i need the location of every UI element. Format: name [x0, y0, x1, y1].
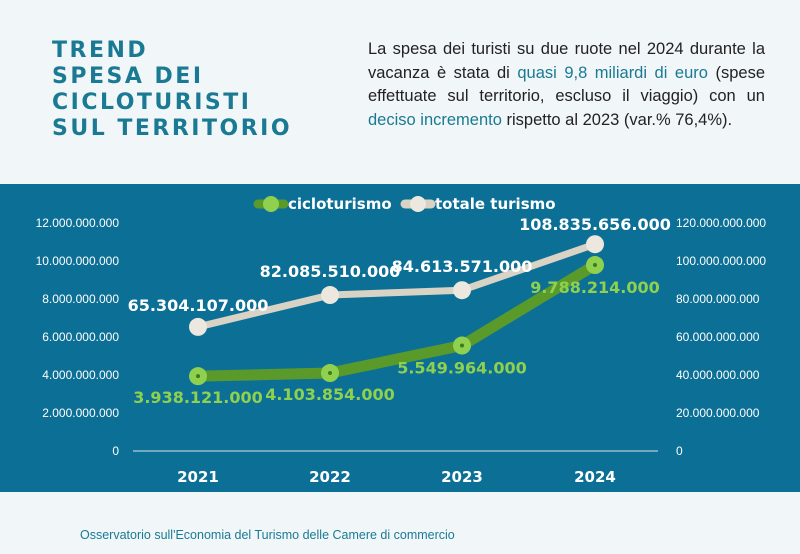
description-highlight-2: deciso incremento [368, 110, 502, 129]
description-highlight-1: quasi 9,8 miliardi di euro [517, 63, 708, 82]
y-left-tick-label: 2.000.000.000 [42, 406, 119, 420]
x-tick-label: 2022 [309, 468, 351, 486]
y-left-tick-label: 6.000.000.000 [42, 330, 119, 344]
data-label-cicloturismo: 3.938.121.000 [133, 388, 263, 407]
legend-totale-label: totale turismo [435, 195, 556, 213]
x-tick-label: 2021 [177, 468, 219, 486]
series-cicloturismo-line [197, 260, 598, 382]
y-left-tick-label: 0 [112, 444, 119, 458]
legend-cicloturismo-label: cicloturismo [288, 195, 392, 213]
series-totale-point [453, 281, 471, 300]
series-cicloturismo-point-center [196, 374, 200, 379]
description-part-3: rispetto al 2023 (var.% 76,4%). [501, 110, 733, 129]
description-part-1: La spesa dei turisti su due ruote nel 20… [368, 40, 765, 82]
title-line-4: SUL TERRITORIO [52, 116, 293, 141]
series-totale-point [189, 317, 207, 336]
y-left-tick-label: 4.000.000.000 [42, 368, 119, 382]
series-cicloturismo-point-center [460, 343, 464, 348]
x-tick-label: 2023 [441, 468, 483, 486]
y-right-tick-label: 0 [676, 444, 683, 458]
data-label-totale: 108.835.656.000 [519, 215, 671, 234]
legend-totale-marker [410, 196, 426, 212]
data-label-totale: 82.085.510.000 [260, 262, 401, 281]
y-right-tick-label: 100.000.000.000 [676, 254, 766, 268]
data-label-cicloturismo: 4.103.854.000 [265, 385, 395, 404]
legend-cicloturismo-marker [263, 196, 279, 212]
y-right-tick-label: 60.000.000.000 [676, 330, 760, 344]
y-right-tick-label: 20.000.000.000 [676, 406, 760, 420]
data-label-cicloturismo: 5.549.964.000 [397, 359, 527, 378]
x-tick-label: 2024 [574, 468, 616, 486]
data-label-cicloturismo: 9.788.214.000 [530, 278, 660, 297]
title-line-3: CICLOTURISTI [52, 90, 252, 115]
description-part-2: (spese effettuate sul territorio, esclus… [368, 63, 766, 106]
series-totale-point [321, 286, 339, 305]
title-line-1: TREND [52, 38, 149, 63]
y-right-tick-label: 120.000.000.000 [676, 216, 766, 230]
y-left-tick-label: 12.000.000.000 [36, 216, 120, 230]
series-totale-line [197, 240, 597, 331]
title-line-2: SPESA DEI [52, 64, 204, 89]
footer-source: Osservatorio sull'Economia del Turismo d… [80, 528, 455, 542]
y-left-tick-label: 8.000.000.000 [42, 292, 119, 306]
chart-title: TREND SPESA DEI CICLOTURISTI SUL TERRITO… [52, 38, 312, 142]
y-right-tick-label: 40.000.000.000 [676, 368, 760, 382]
description-text: La spesa dei turisti su due ruote nel 20… [368, 38, 765, 132]
data-label-totale: 65.304.107.000 [128, 296, 269, 315]
series-cicloturismo-point-center [593, 263, 597, 268]
chart-panel [0, 184, 800, 492]
series-totale-point [586, 235, 604, 254]
series-cicloturismo-point-center [328, 371, 332, 376]
y-left-tick-label: 10.000.000.000 [36, 254, 120, 268]
data-label-totale: 84.613.571.000 [392, 257, 533, 276]
y-right-tick-label: 80.000.000.000 [676, 292, 760, 306]
